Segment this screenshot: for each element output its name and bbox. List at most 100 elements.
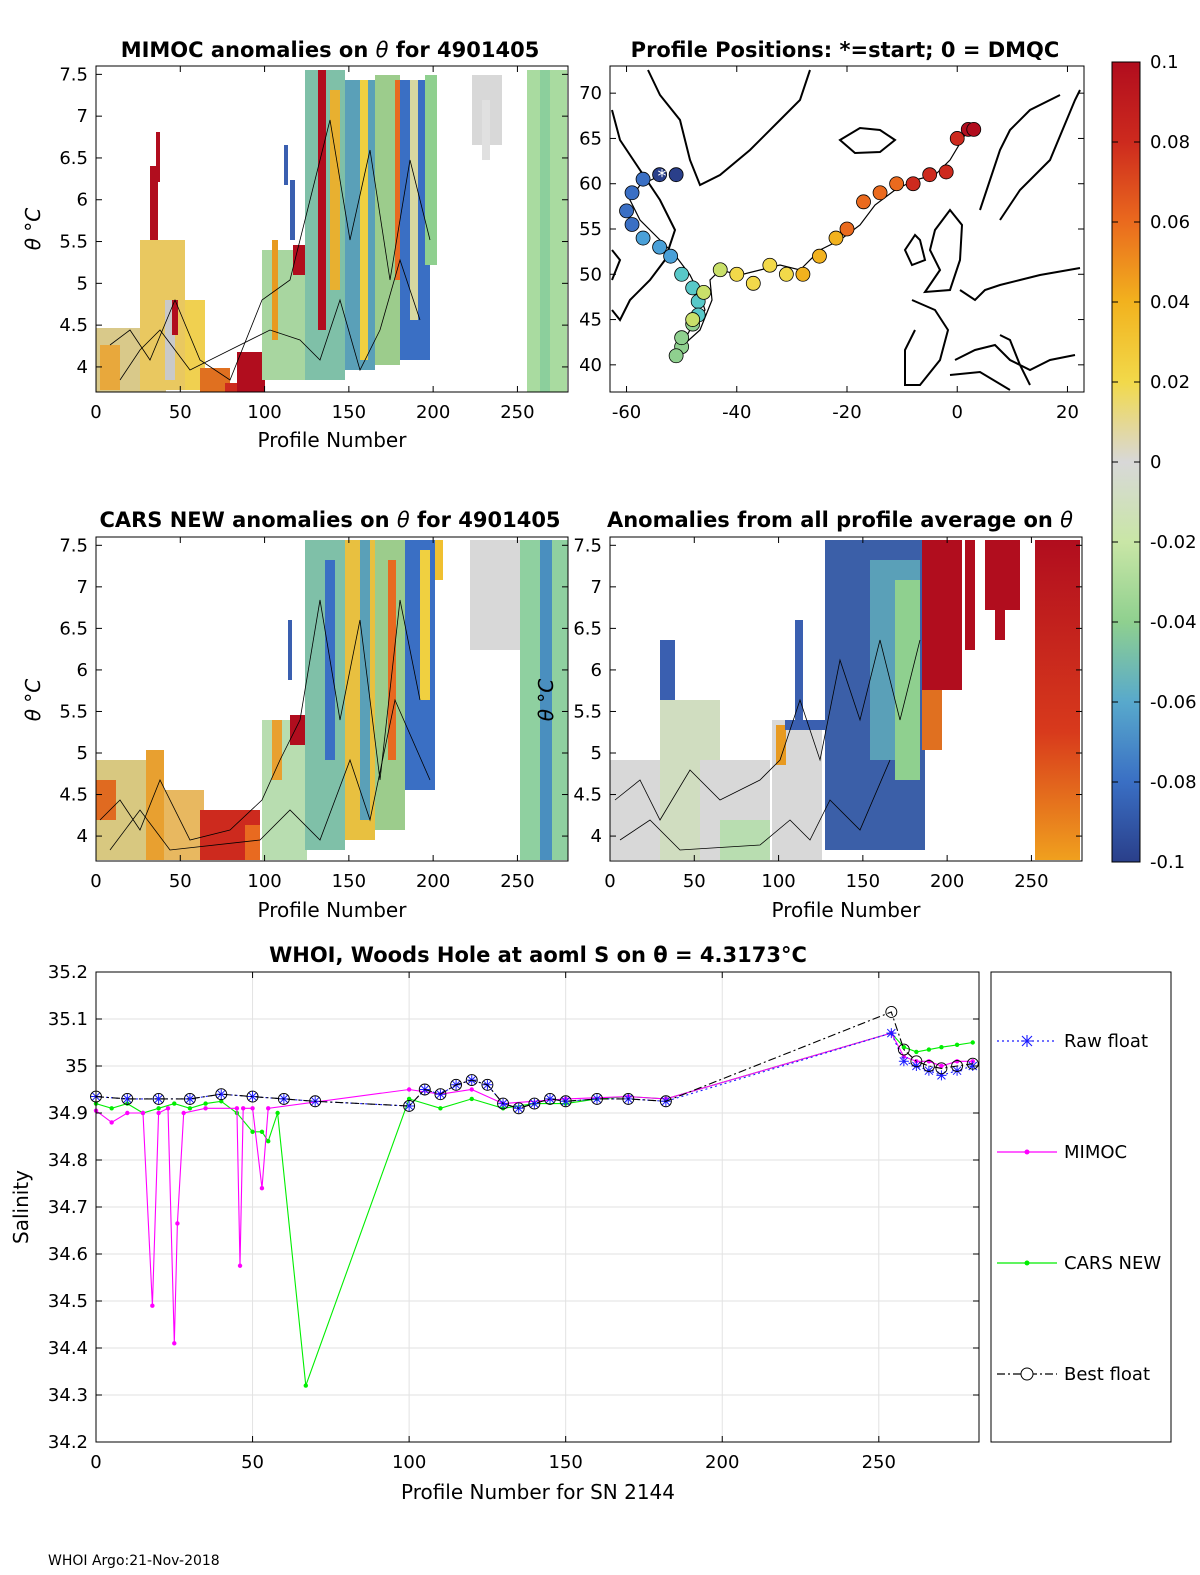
positions-ticks: -60 -40 -20 0 20 70 65 60 55 50 45 40 bbox=[579, 66, 1084, 423]
series-line bbox=[95, 1032, 973, 1344]
cars-ticks: 0 50 100 150 200 250 7.5 7 6.5 6 5.5 5 4.5 4 bbox=[59, 535, 568, 892]
y-tick-label: 40 bbox=[579, 355, 602, 376]
track-point bbox=[685, 312, 701, 327]
series-point bbox=[121, 1092, 134, 1105]
x-tick-label: 0 bbox=[604, 871, 615, 892]
x-tick-label: 0 bbox=[90, 871, 101, 892]
track-point bbox=[712, 262, 728, 278]
series-point bbox=[438, 1106, 443, 1111]
series-point bbox=[246, 1090, 259, 1103]
series-point bbox=[659, 1095, 672, 1108]
track-point bbox=[674, 330, 690, 346]
series-point bbox=[897, 1043, 910, 1056]
track-point bbox=[619, 203, 634, 219]
cars-title-theta: θ bbox=[397, 508, 410, 532]
series-line bbox=[95, 1011, 973, 1109]
track-point bbox=[624, 185, 640, 201]
x-tick-label: 250 bbox=[500, 402, 534, 423]
x-tick-label: 100 bbox=[247, 871, 281, 892]
y-tick-label: 7 bbox=[591, 577, 602, 598]
series-point bbox=[277, 1092, 290, 1105]
series-point bbox=[512, 1102, 525, 1115]
series-point bbox=[922, 1060, 935, 1072]
legend-marker bbox=[1024, 1260, 1030, 1266]
x-tick-label: 0 bbox=[952, 402, 963, 423]
y-tick-label: 5.5 bbox=[59, 701, 88, 722]
series-point bbox=[150, 1303, 155, 1308]
series-point bbox=[181, 1110, 186, 1116]
mimoc-axes bbox=[95, 65, 569, 393]
mimoc-title-theta: θ bbox=[376, 38, 389, 62]
track-point bbox=[663, 248, 679, 264]
track-point bbox=[668, 167, 684, 183]
series-line bbox=[95, 1032, 973, 1109]
y-tick-label: 34.5 bbox=[48, 1291, 88, 1312]
track-point bbox=[635, 171, 651, 187]
salinity-ylabel: Salinity bbox=[9, 1170, 33, 1244]
colorbar-tick-label: 0.1 bbox=[1150, 52, 1179, 73]
series-point bbox=[234, 1106, 240, 1111]
y-tick-label: 35.1 bbox=[48, 1009, 88, 1030]
salinity-grid bbox=[95, 971, 979, 1443]
mimoc-title-suffix: for 4901405 bbox=[388, 38, 539, 62]
track-point bbox=[938, 164, 954, 180]
y-tick-label: 7.5 bbox=[573, 535, 602, 556]
track-point bbox=[922, 167, 938, 183]
x-tick-label: -20 bbox=[832, 402, 861, 423]
legend-label: CARS NEW bbox=[1064, 1253, 1161, 1274]
series-point bbox=[125, 1110, 130, 1116]
x-tick-label: -40 bbox=[722, 402, 751, 423]
salinity-series bbox=[90, 1006, 979, 1388]
series-point bbox=[935, 1062, 948, 1075]
legend-marker bbox=[1024, 1149, 1030, 1155]
track-point bbox=[889, 176, 905, 192]
y-tick-label: 34.8 bbox=[48, 1150, 88, 1171]
track-point bbox=[949, 131, 965, 146]
series-point bbox=[175, 1221, 180, 1226]
x-tick-label: 0 bbox=[90, 402, 101, 423]
series-point bbox=[465, 1074, 478, 1087]
mimoc-xlabel: Profile Number bbox=[258, 428, 408, 452]
series-point bbox=[545, 1093, 556, 1104]
y-tick-label: 34.6 bbox=[48, 1244, 88, 1265]
track-point bbox=[624, 217, 640, 232]
y-tick-label: 4 bbox=[77, 826, 88, 847]
y-tick-label: 6 bbox=[77, 660, 88, 681]
legend-box bbox=[990, 971, 1172, 1443]
track-point bbox=[839, 221, 855, 237]
track-point bbox=[762, 257, 778, 273]
series-point bbox=[886, 1028, 897, 1039]
track-point bbox=[795, 266, 811, 282]
track-point bbox=[856, 194, 871, 210]
track-point bbox=[828, 230, 844, 246]
x-tick-label: 100 bbox=[392, 1452, 426, 1473]
y-tick-label: 70 bbox=[579, 83, 602, 104]
series-point bbox=[165, 1106, 171, 1111]
y-tick-label: 5 bbox=[77, 743, 88, 764]
y-tick-label: 65 bbox=[579, 128, 602, 149]
colorbar-tick-label: -0.06 bbox=[1150, 692, 1197, 713]
colorbar-tick-label: -0.02 bbox=[1150, 532, 1197, 553]
positions-title: Profile Positions: *=start; 0 = DMQC bbox=[631, 38, 1060, 62]
y-tick-label: 7.5 bbox=[59, 64, 88, 85]
series-point bbox=[250, 1106, 255, 1111]
series-point bbox=[559, 1095, 572, 1108]
series-point bbox=[967, 1061, 978, 1071]
cars-panel: CARS NEW anomalies on θ for 4901405 bbox=[21, 508, 569, 922]
x-tick-label: 200 bbox=[416, 402, 450, 423]
coastline-map bbox=[611, 69, 1081, 391]
series-point bbox=[954, 1042, 960, 1048]
track-point bbox=[729, 266, 745, 282]
series-point bbox=[152, 1092, 165, 1105]
legend-items: Raw float MIMOC CARS NEW Best float bbox=[997, 1031, 1161, 1385]
colorbar-tick-label: 0.04 bbox=[1150, 292, 1190, 313]
colorbar: 0.1 0.08 0.06 0.04 0.02 0 -0.02 -0.04 -0.06 -0.08… bbox=[1111, 52, 1197, 873]
x-tick-label: 250 bbox=[500, 871, 534, 892]
avg-ticks: 0 50 100 150 200 250 7.5 7 6.5 6 5.5 5 4.5 4 bbox=[573, 535, 1082, 892]
y-tick-label: 6.5 bbox=[59, 148, 88, 169]
legend-label: Best float bbox=[1064, 1364, 1150, 1385]
series-point bbox=[591, 1092, 603, 1105]
cars-ylabel: θ °C bbox=[21, 679, 45, 722]
track-point bbox=[652, 239, 668, 255]
